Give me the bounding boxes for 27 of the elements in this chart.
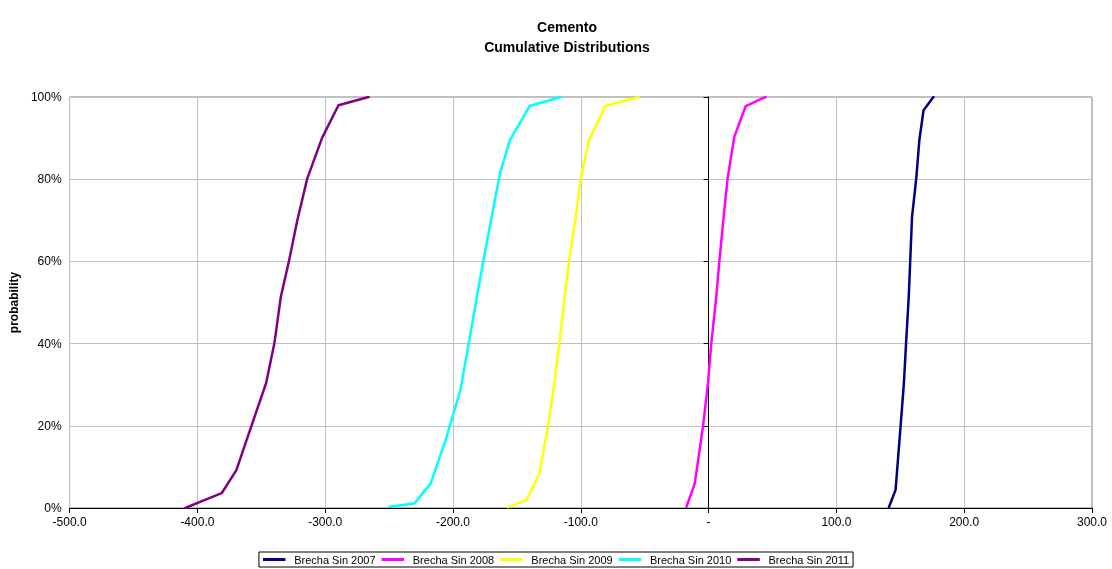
chart-subtitle: Cumulative Distributions [484, 39, 651, 55]
y-tick-label: 80% [37, 172, 62, 187]
legend-label: Brecha Sin 2009 [531, 553, 613, 566]
y-tick-label: 0% [44, 501, 62, 515]
x-tick-label: -400.0 [180, 515, 215, 529]
legend-label: Brecha Sin 2008 [412, 553, 495, 566]
x-tick-label: -100.0 [563, 515, 599, 529]
line-series [388, 95, 563, 509]
legend-label: Brecha Sin 2011 [768, 553, 850, 566]
x-tick-label: -200.0 [435, 515, 471, 529]
line-series [887, 95, 935, 509]
x-tick-label: -300.0 [308, 515, 343, 529]
y-axis-title: probability [7, 271, 21, 334]
y-tick-label: 20% [37, 418, 62, 433]
x-tick-label: -500.0 [52, 515, 87, 529]
x-tick-label: 300.0 [1076, 515, 1108, 529]
y-tick-label: 60% [37, 254, 62, 269]
x-tick-label: 200.0 [949, 515, 980, 529]
chart-title: Cemento [537, 19, 597, 35]
legend-label: Brecha Sin 2010 [649, 553, 732, 566]
y-tick-label: 100% [30, 90, 62, 104]
line-series [184, 95, 370, 510]
line-series [507, 95, 640, 509]
legend-label: Brecha Sin 2007 [294, 553, 376, 566]
y-tick-label: 40% [37, 336, 62, 351]
x-tick-label: - [706, 515, 711, 529]
x-tick-label: 100.0 [821, 515, 852, 529]
